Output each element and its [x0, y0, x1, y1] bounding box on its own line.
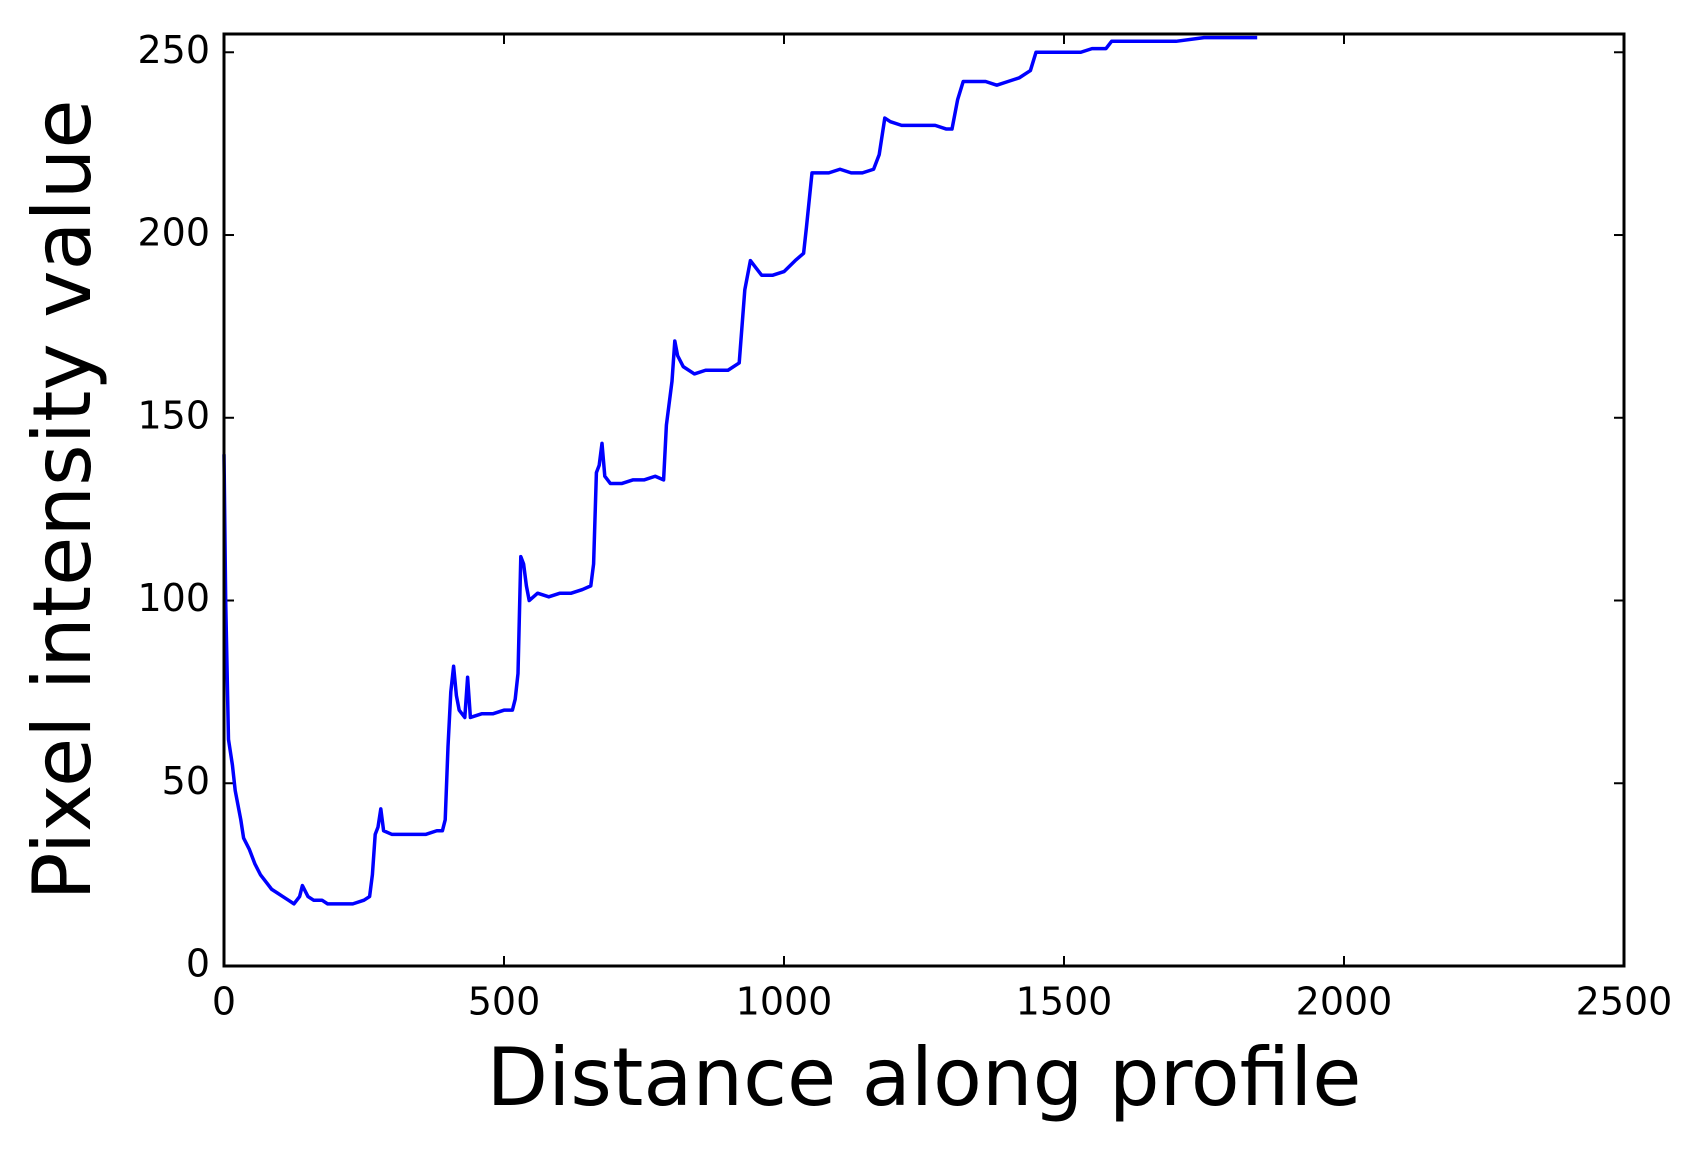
y-tick-label: 150	[137, 393, 210, 437]
y-tick-label: 0	[186, 942, 210, 986]
y-axis-label: Pixel intensity value	[16, 99, 109, 900]
x-tick-label: 2000	[1296, 980, 1393, 1024]
data-line	[222, 35, 1258, 906]
x-tick-label: 0	[212, 980, 236, 1024]
x-tick-label: 1000	[736, 980, 833, 1024]
plot-frame	[222, 32, 1626, 968]
x-tick-label: 1500	[1016, 980, 1113, 1024]
y-tick-label: 50	[162, 759, 210, 803]
x-tick-label: 500	[468, 980, 541, 1024]
x-axis-label: Distance along profile	[486, 1031, 1361, 1124]
y-tick-label: 100	[137, 576, 210, 620]
x-tick-label: 2500	[1576, 980, 1673, 1024]
y-tick-label: 200	[137, 211, 210, 255]
y-tick-label: 250	[137, 28, 210, 72]
